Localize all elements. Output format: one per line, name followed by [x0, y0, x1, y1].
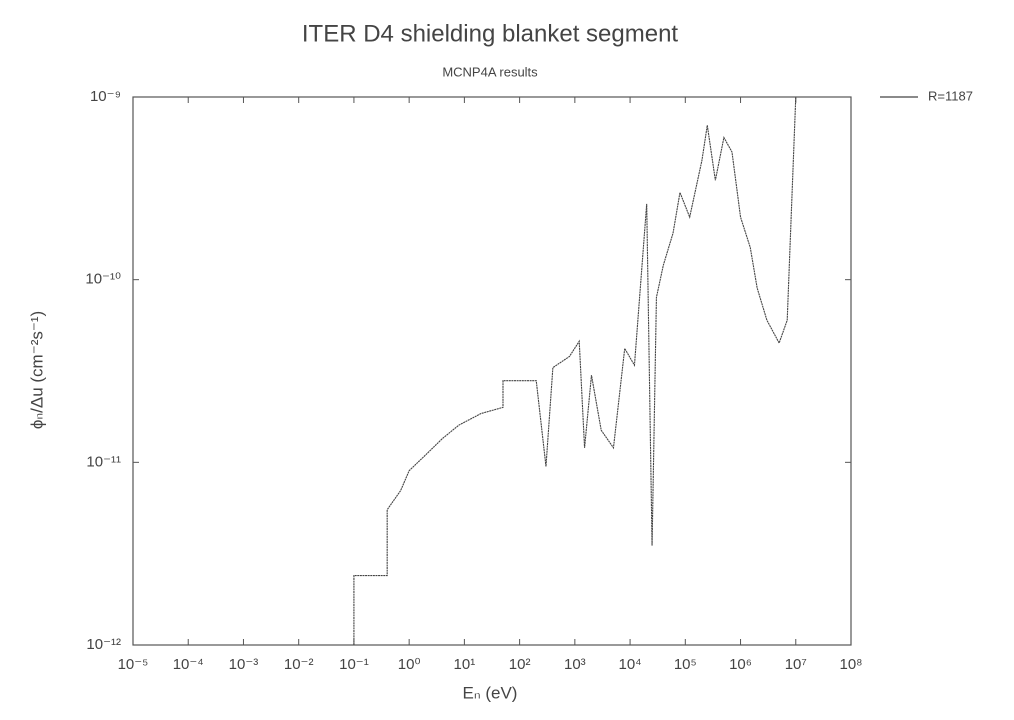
x-tick-label: 10⁻⁵: [118, 656, 149, 673]
chart-title: ITER D4 shielding blanket segment: [302, 20, 679, 47]
x-tick-label: 10²: [509, 656, 531, 673]
data-line: [353, 96, 797, 645]
y-tick-label: 10⁻⁹: [90, 88, 121, 105]
x-tick-label: 10⁵: [674, 656, 697, 673]
x-tick-label: 10⁻¹: [339, 656, 369, 673]
x-tick-label: 10³: [564, 656, 586, 673]
x-tick-label: 10⁶: [729, 656, 752, 673]
x-tick-label: 10⁷: [785, 656, 807, 673]
x-axis-label: Eₙ (eV): [463, 683, 518, 702]
chart-subtitle: MCNP4A results: [442, 64, 538, 79]
x-tick-label: 10⁻⁴: [173, 656, 204, 673]
x-tick-label: 10⁻³: [229, 656, 259, 673]
plot-frame: [132, 96, 852, 646]
y-axis-label: ϕₙ/Δu (cm⁻²s⁻¹): [27, 311, 46, 429]
y-tick-label: 10⁻¹²: [86, 636, 121, 653]
x-tick-label: 10¹: [454, 656, 476, 673]
y-tick-label: 10⁻¹¹: [86, 453, 121, 470]
x-tick-label: 10⁰: [398, 656, 421, 673]
legend-label: R=1187: [928, 88, 973, 103]
x-tick-label: 10⁸: [839, 656, 862, 673]
x-tick-label: 10⁻²: [284, 656, 314, 673]
x-tick-label: 10⁴: [619, 656, 642, 673]
y-tick-label: 10⁻¹⁰: [85, 271, 121, 288]
